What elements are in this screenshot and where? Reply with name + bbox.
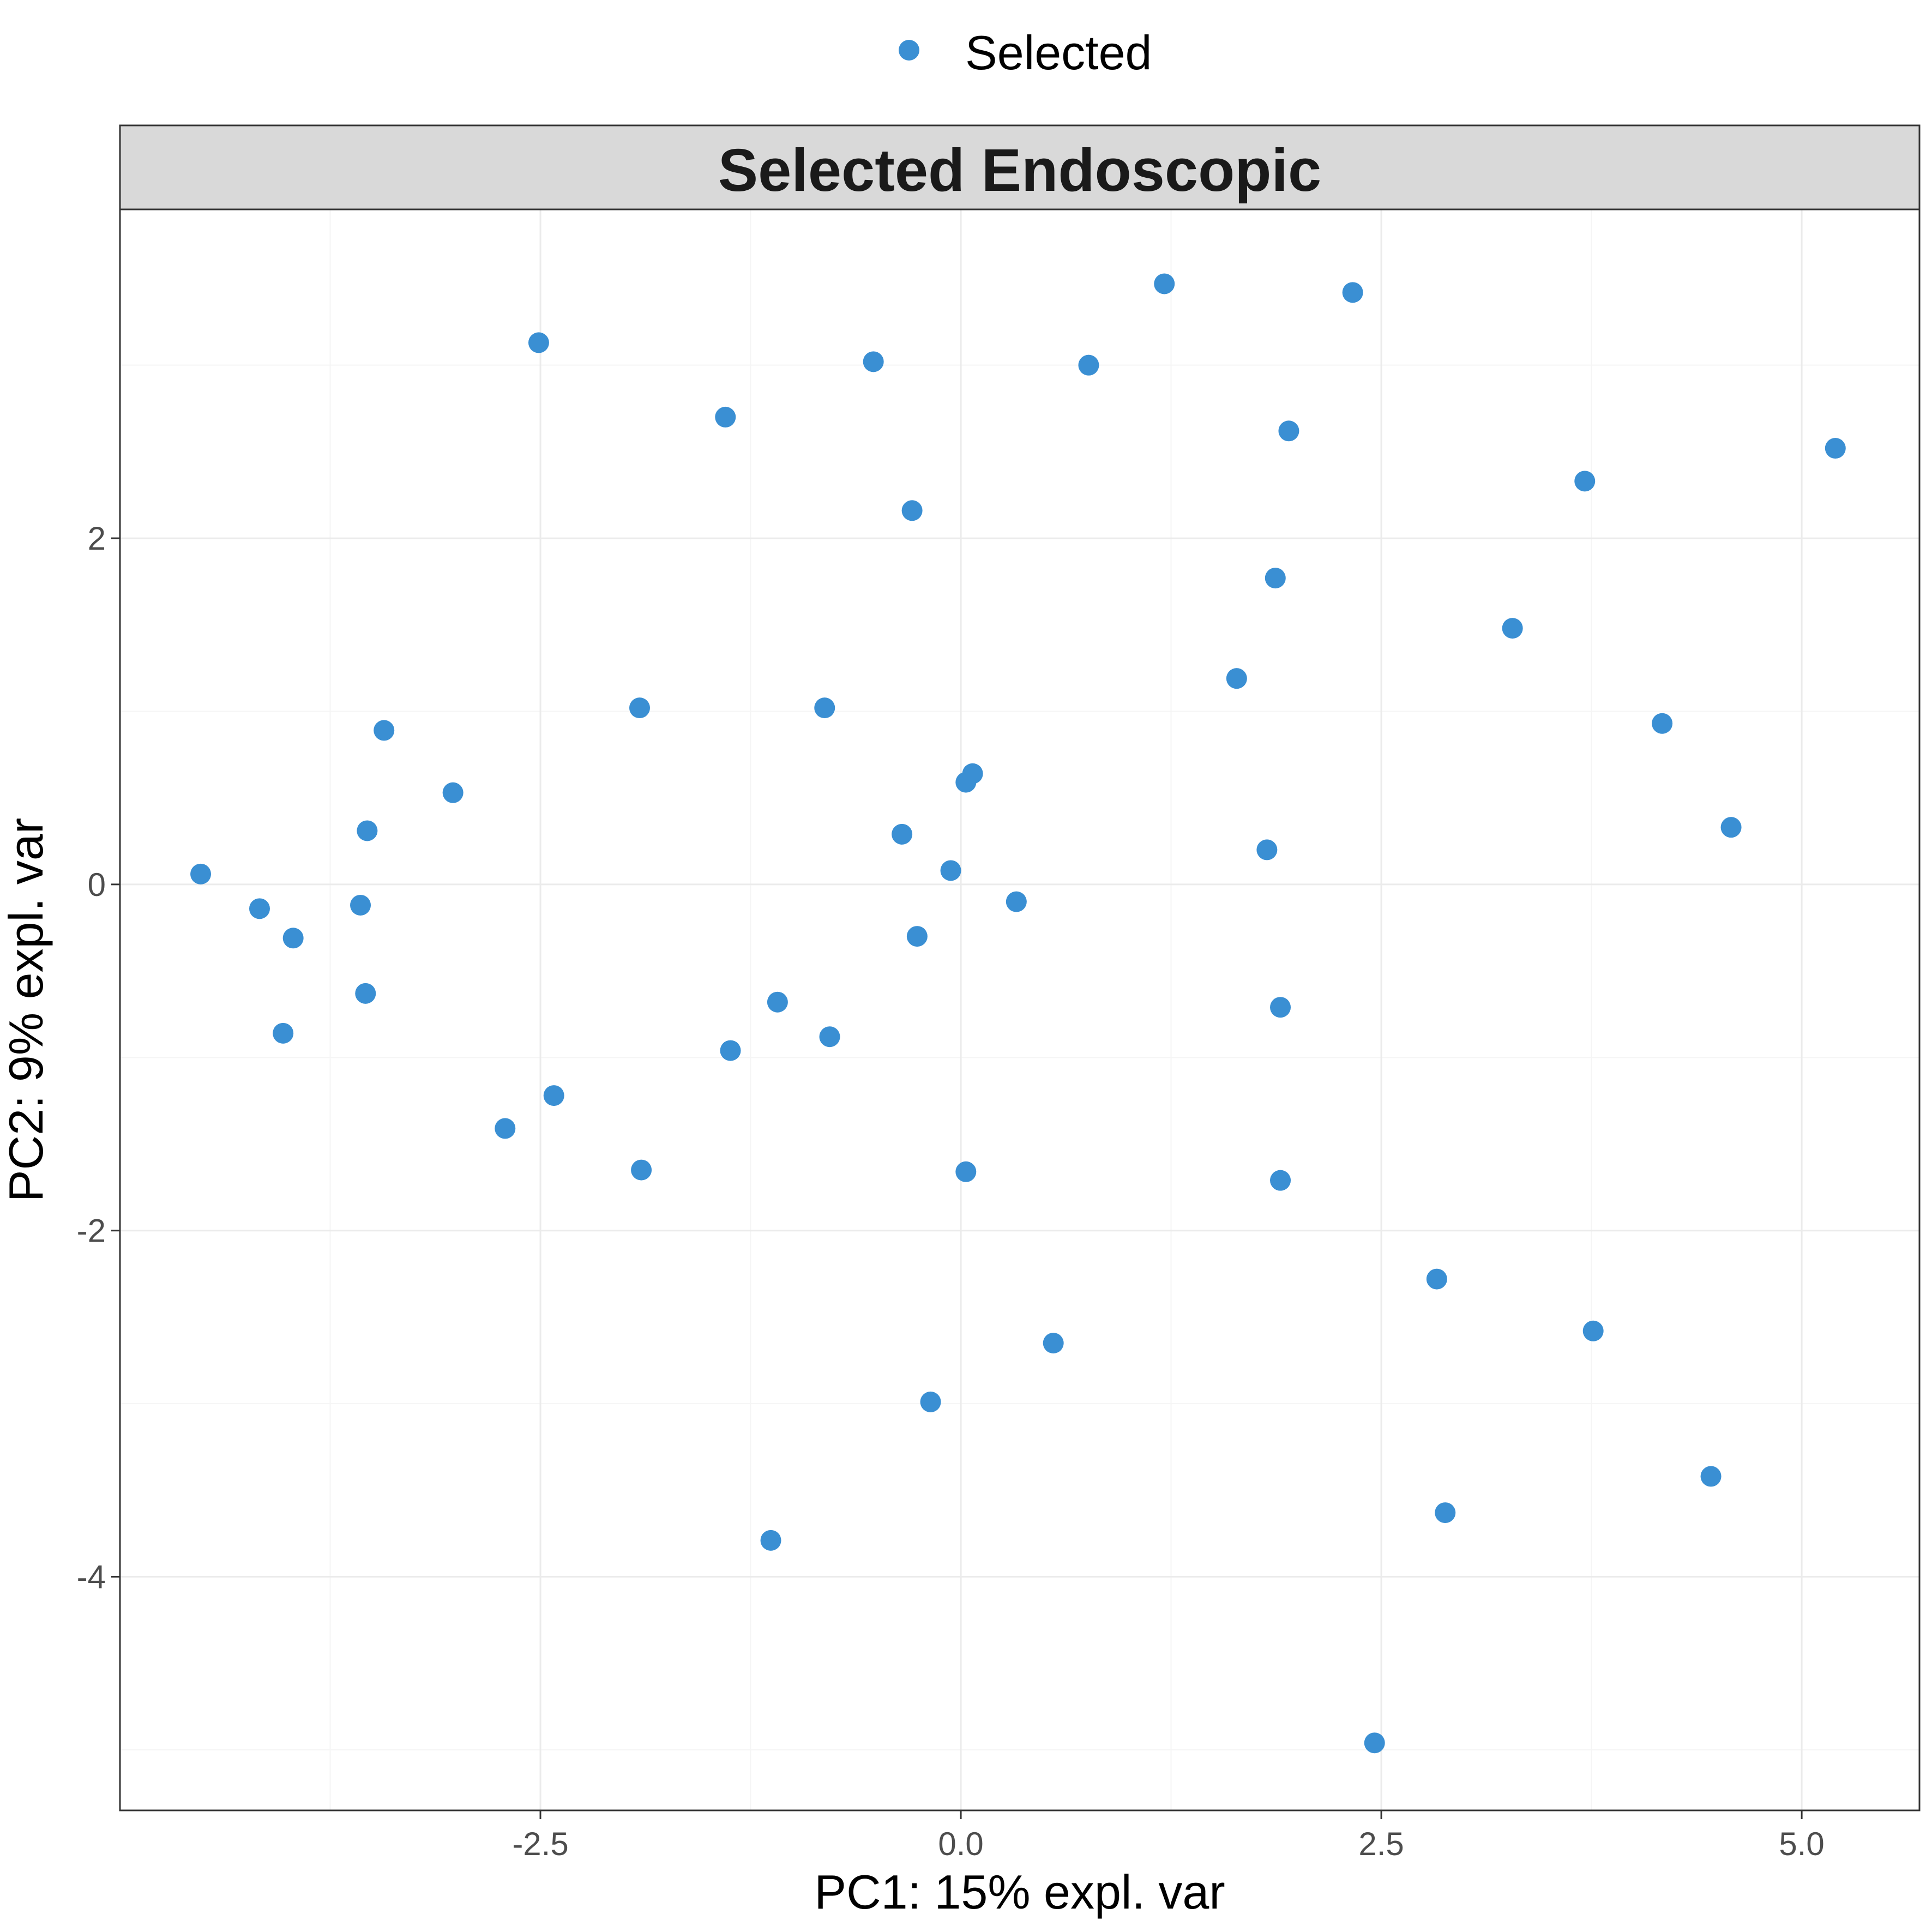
- data-point: [357, 820, 378, 841]
- data-point: [1502, 618, 1523, 639]
- data-point: [906, 926, 928, 947]
- data-point: [1825, 438, 1846, 459]
- data-point: [920, 1391, 941, 1412]
- data-point: [767, 991, 788, 1013]
- facet-strip-label: Selected Endoscopic: [718, 137, 1321, 204]
- data-point: [955, 1161, 977, 1182]
- data-point: [1720, 817, 1742, 838]
- y-tick-label: -4: [77, 1559, 106, 1596]
- data-point: [720, 1040, 741, 1061]
- y-axis-title: PC2: 9% expl. var: [0, 818, 53, 1202]
- data-point: [1226, 668, 1247, 689]
- data-point: [1265, 568, 1286, 589]
- data-point: [282, 928, 304, 949]
- data-point: [495, 1118, 516, 1139]
- data-point: [350, 894, 371, 916]
- x-tick-label: -2.5: [512, 1826, 568, 1862]
- data-point: [940, 860, 961, 881]
- data-point: [1652, 713, 1673, 734]
- legend-label-selected: Selected: [965, 26, 1152, 80]
- data-point: [814, 697, 835, 719]
- data-point: [1154, 273, 1175, 294]
- x-axis: -2.5 0.0 2.5 5.0: [512, 1810, 1825, 1862]
- data-point: [1278, 420, 1299, 442]
- data-point: [715, 406, 736, 428]
- data-point: [1435, 1502, 1456, 1524]
- data-points: [190, 273, 1846, 1754]
- data-point: [863, 351, 884, 372]
- data-point: [819, 1026, 840, 1048]
- data-point: [629, 697, 650, 719]
- data-point: [892, 823, 913, 845]
- grid-minor-lines: [120, 209, 1919, 1810]
- y-tick-label: 0: [88, 866, 106, 903]
- grid-major-lines: [120, 209, 1919, 1810]
- data-point: [1342, 282, 1363, 303]
- data-point: [1270, 997, 1291, 1018]
- data-point: [528, 332, 549, 353]
- data-point: [1700, 1466, 1722, 1487]
- data-point: [962, 763, 983, 784]
- x-tick-label: 2.5: [1358, 1826, 1404, 1862]
- data-point: [273, 1022, 294, 1044]
- x-tick-label: 0.0: [938, 1826, 983, 1862]
- data-point: [355, 983, 376, 1004]
- y-tick-label: 2: [88, 520, 106, 557]
- data-point: [1426, 1268, 1447, 1290]
- data-point: [1043, 1333, 1064, 1354]
- data-point: [249, 898, 270, 919]
- data-point: [374, 720, 395, 741]
- x-axis-title: PC1: 15% expl. var: [814, 1865, 1225, 1919]
- data-point: [901, 500, 923, 521]
- data-point: [1006, 891, 1027, 912]
- data-point: [543, 1085, 564, 1106]
- data-point: [1078, 354, 1099, 376]
- legend: Selected: [899, 26, 1152, 80]
- facet-strip: Selected Endoscopic: [119, 124, 1921, 210]
- panel-border: [119, 208, 1921, 1811]
- panel-background: [120, 209, 1919, 1810]
- data-point: [1256, 839, 1278, 860]
- data-point: [1582, 1320, 1604, 1341]
- data-point: [442, 782, 464, 803]
- data-point: [1574, 471, 1596, 492]
- legend-key-selected: [899, 40, 919, 61]
- data-point: [190, 863, 212, 884]
- x-tick-label: 5.0: [1779, 1826, 1824, 1862]
- plot-panel: [119, 208, 1921, 1811]
- data-point: [1364, 1732, 1385, 1754]
- y-tick-label: -2: [77, 1213, 106, 1249]
- data-point: [631, 1159, 652, 1181]
- data-point: [760, 1530, 781, 1551]
- facet-strip-background: [119, 124, 1921, 210]
- data-point: [1270, 1170, 1291, 1191]
- y-axis: -4 -2 0 2: [77, 520, 120, 1596]
